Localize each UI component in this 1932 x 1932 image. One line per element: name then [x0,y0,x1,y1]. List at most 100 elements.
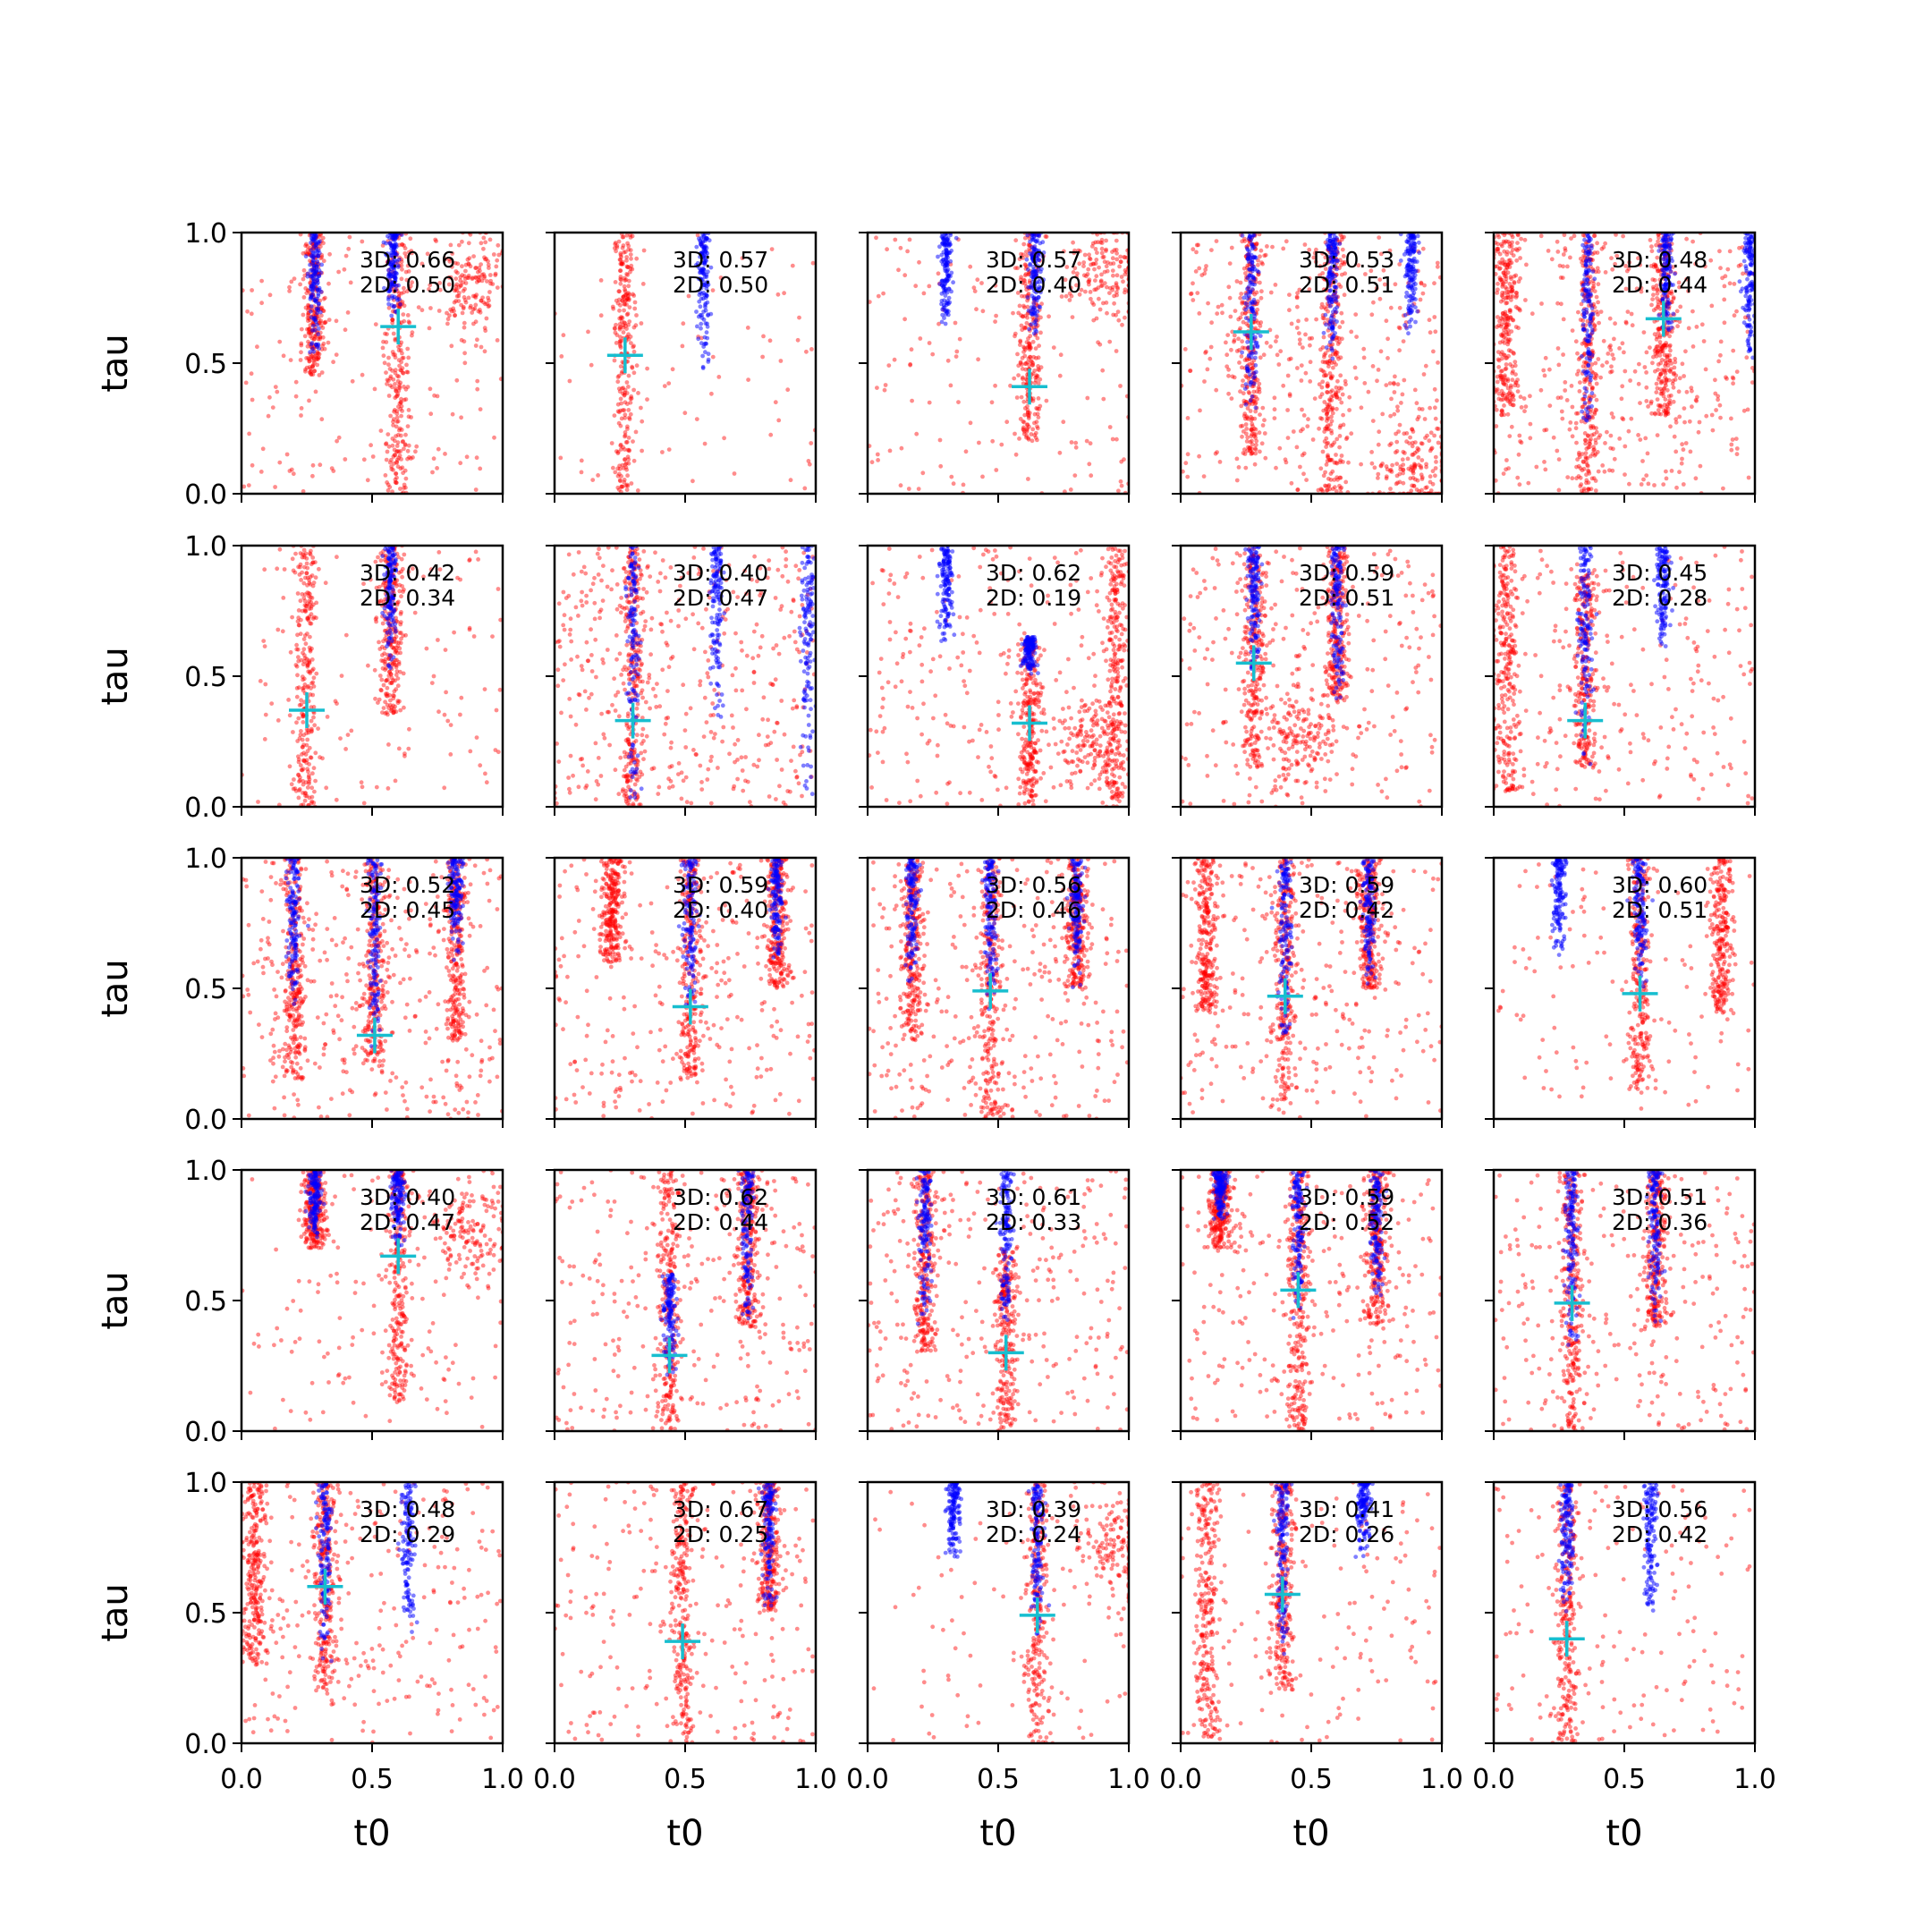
red-sample-point [1300,453,1305,458]
red-sample-point [1038,403,1043,409]
blue-sample-point [937,244,942,250]
red-sample-point [1643,436,1648,441]
red-sample-point [1681,482,1686,487]
red-sample-point [616,386,622,391]
red-sample-point [1501,391,1506,396]
red-sample-point [1593,488,1598,493]
blue-sample-point [1409,233,1413,238]
red-sample-point [1500,393,1505,398]
red-sample-point [621,234,626,240]
red-sample-point [1505,378,1511,384]
red-sample-point [249,311,254,317]
red-sample-point [623,292,628,297]
red-sample-point [611,465,615,470]
red-sample-point [475,386,480,392]
red-sample-point [394,480,399,486]
red-sample-point [624,439,630,445]
red-sample-point [311,356,317,361]
red-sample-point [1504,382,1509,387]
red-sample-point [1507,396,1513,401]
red-sample-point [1657,411,1661,417]
red-sample-point [1539,301,1544,306]
red-sample-point [1664,343,1669,348]
red-sample-point [1592,447,1597,452]
red-sample-point [1037,343,1041,348]
blue-sample-point [1247,267,1251,272]
red-sample-point [1591,476,1597,481]
red-sample-point [310,372,316,377]
red-sample-point [618,345,623,350]
red-sample-point [1273,283,1278,287]
blue-sample-point [940,307,945,312]
red-sample-point [1058,352,1063,358]
red-sample-point [1657,306,1663,311]
red-sample-point [1378,349,1384,354]
red-sample-point [625,402,630,406]
red-sample-point [1098,284,1104,288]
red-sample-point [303,286,309,291]
red-sample-point [306,318,310,324]
red-sample-point [392,438,397,444]
red-sample-point [1323,426,1327,431]
blue-sample-point [945,290,950,295]
red-sample-point [622,408,627,412]
red-sample-point [1595,450,1600,454]
red-sample-point [308,334,313,339]
red-sample-point [1684,276,1689,282]
red-sample-point [1320,449,1326,454]
red-sample-point [1651,286,1657,292]
blue-sample-point [309,346,315,352]
red-sample-point [1089,244,1095,249]
red-sample-point [1326,402,1332,407]
red-sample-point [951,481,956,487]
red-sample-point [1335,477,1340,482]
blue-sample-point [1245,304,1250,309]
red-sample-point [1423,486,1428,490]
red-sample-point [893,237,898,242]
red-sample-point [1425,433,1429,438]
red-sample-point [1258,280,1262,285]
red-sample-point [1656,349,1661,353]
red-sample-point [614,322,618,327]
blue-sample-point [1329,294,1335,300]
red-sample-point [1089,262,1093,267]
red-sample-point [1499,408,1504,413]
red-sample-point [1333,352,1338,356]
red-sample-point [1300,407,1304,412]
red-sample-point [1026,272,1031,277]
red-sample-point [395,392,401,397]
red-sample-point [1252,462,1258,467]
red-sample-point [403,432,408,437]
red-sample-point [496,252,502,258]
red-sample-point [407,286,411,292]
blue-sample-point [705,321,709,326]
red-sample-point [319,255,325,259]
red-sample-point [473,302,479,308]
red-sample-point [304,242,309,247]
blue-sample-point [1335,319,1339,324]
blue-sample-point [1398,258,1403,263]
red-sample-point [1421,372,1427,377]
red-sample-point [1034,356,1038,360]
blue-sample-point [701,344,707,349]
red-sample-point [1660,378,1665,384]
red-sample-point [396,455,402,461]
red-sample-point [462,276,468,282]
red-sample-point [387,367,393,371]
red-sample-point [1594,429,1599,435]
red-sample-point [1698,463,1703,469]
red-sample-point [620,299,625,303]
red-sample-point [619,261,624,266]
red-sample-point [1544,428,1549,432]
red-sample-point [623,277,629,283]
red-sample-point [1521,396,1527,401]
red-sample-point [1411,429,1416,434]
red-sample-point [326,318,332,322]
red-sample-point [458,275,463,280]
red-sample-point [1203,351,1208,355]
red-sample-point [1495,291,1500,295]
red-sample-point [1663,358,1668,363]
red-sample-point [1030,315,1035,320]
red-sample-point [1495,264,1500,269]
red-sample-point [303,305,309,310]
